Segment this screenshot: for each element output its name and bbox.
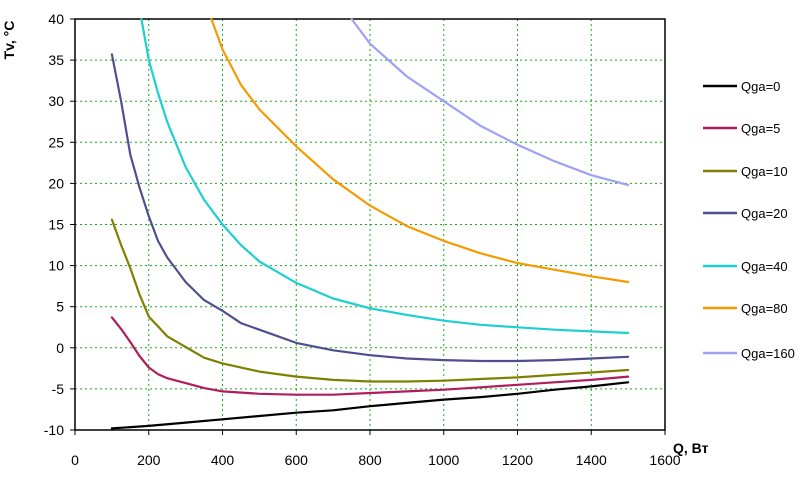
axis-ticks: 0 200 400 600 800 1000 1200 1400 1600 -10 -5 0 5 10 15…: [44, 11, 681, 468]
legend-label: Qga=160: [741, 346, 795, 361]
legend-label: Qga=20: [741, 206, 788, 221]
y-tick-label: 10: [48, 258, 64, 274]
series-line-4: [140, 17, 630, 335]
series-lines: [110, 17, 630, 430]
x-tick-label: 400: [211, 452, 235, 468]
x-axis-title: Q, Вт: [673, 440, 709, 456]
series-line-1: [110, 316, 630, 396]
x-tick-label: 1400: [576, 452, 607, 468]
gridlines: [75, 19, 665, 430]
legend-label: Qga=0: [741, 79, 780, 94]
y-tick-label: 25: [48, 134, 64, 150]
y-tick-label: -10: [44, 422, 64, 438]
series-line-0: [110, 381, 630, 430]
y-tick-label: 5: [56, 299, 64, 315]
legend-label: Qga=5: [741, 121, 780, 136]
y-tick-label: -5: [52, 381, 65, 397]
series-line-5: [210, 17, 630, 284]
x-tick-label: 1600: [649, 452, 680, 468]
y-tick-label: 0: [56, 340, 64, 356]
y-tick-label: 15: [48, 217, 64, 233]
legend-label: Qga=80: [741, 301, 788, 316]
y-tick-label: 35: [48, 52, 64, 68]
legend-label: Qga=10: [741, 164, 788, 179]
x-tick-label: 600: [285, 452, 309, 468]
x-tick-label: 1200: [502, 452, 533, 468]
y-tick-label: 40: [48, 11, 64, 27]
series-line-6: [350, 17, 630, 187]
y-tick-label: 20: [48, 175, 64, 191]
legend-label: Qga=40: [741, 259, 788, 274]
x-tick-label: 200: [137, 452, 161, 468]
y-tick-label: 30: [48, 93, 64, 109]
y-axis-title: Tv, °C: [1, 21, 17, 60]
series-line-3: [110, 53, 630, 363]
legend: Qga=0 Qga=5 Qga=10 Qga=20 Qga=40 Qga=80 Qga=16…: [703, 79, 795, 361]
x-tick-label: 800: [358, 452, 382, 468]
series-line-2: [110, 218, 630, 383]
x-tick-label: 0: [71, 452, 79, 468]
x-tick-label: 1000: [428, 452, 459, 468]
